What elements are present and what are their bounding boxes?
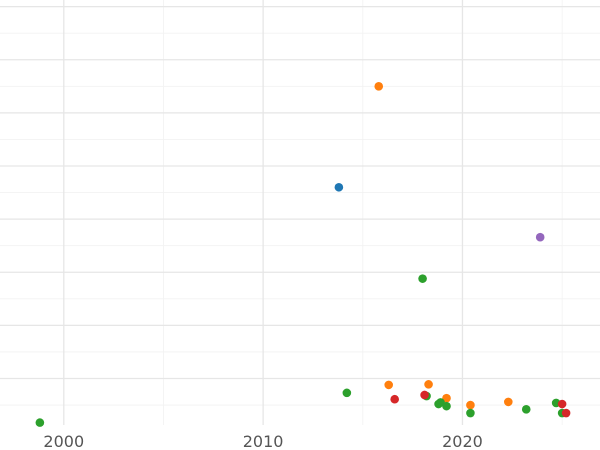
x-tick-label: 2000 — [43, 432, 84, 450]
data-point — [442, 402, 451, 411]
data-point — [562, 409, 571, 418]
data-point — [390, 395, 399, 404]
data-point — [374, 82, 383, 91]
x-tick-label: 2010 — [243, 432, 284, 450]
data-point — [384, 381, 393, 390]
grid-layer — [0, 0, 600, 425]
data-point — [420, 391, 429, 400]
data-point — [536, 233, 545, 242]
data-point — [343, 389, 352, 398]
data-points — [36, 82, 571, 427]
data-point — [418, 274, 427, 283]
x-tick-labels: 2000 2010 2020 — [43, 432, 482, 450]
data-point — [466, 401, 475, 410]
data-point — [424, 380, 433, 389]
data-point — [335, 183, 344, 192]
data-point — [36, 418, 45, 427]
data-point — [558, 400, 567, 409]
x-tick-label: 2020 — [442, 432, 483, 450]
data-point — [522, 405, 531, 414]
data-point — [504, 398, 513, 407]
data-point — [466, 409, 475, 418]
